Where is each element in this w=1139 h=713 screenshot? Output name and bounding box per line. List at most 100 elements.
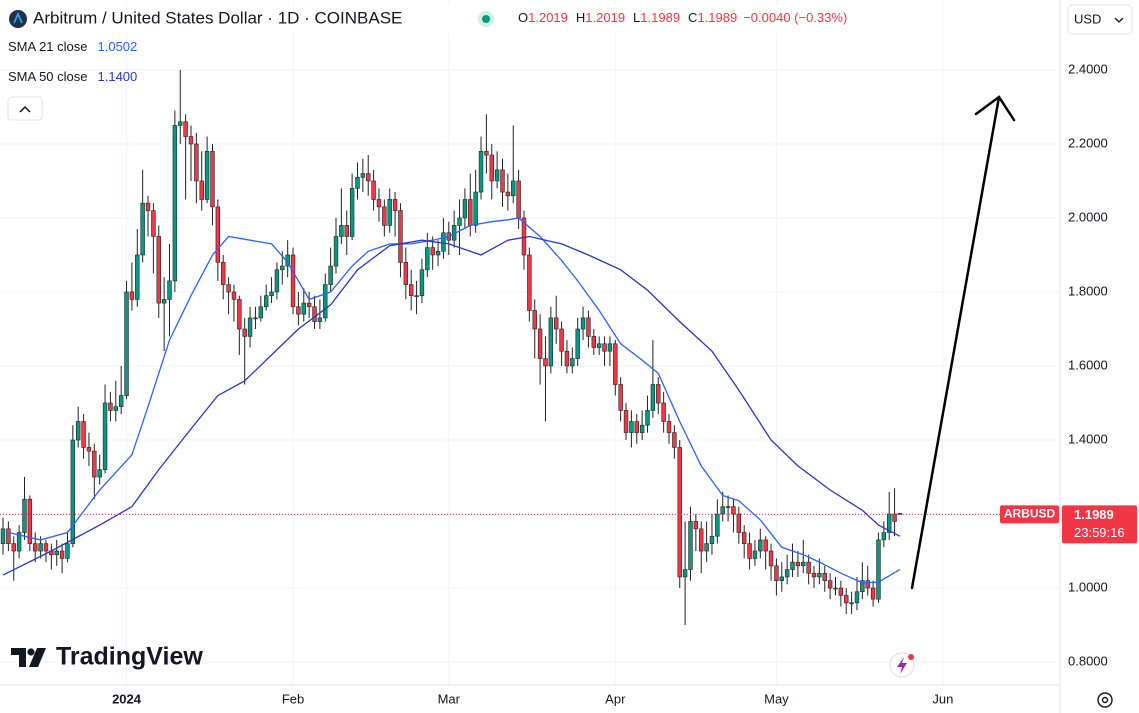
y-tick-label: 0.8000	[1068, 653, 1108, 668]
lightning-icon	[897, 657, 907, 674]
candle-body	[516, 180, 521, 219]
candle-body	[188, 136, 194, 145]
candle-body	[97, 469, 102, 478]
candle-body	[194, 143, 199, 182]
candle-body	[441, 232, 446, 252]
candle-body	[280, 265, 285, 271]
candle-body	[108, 402, 113, 411]
candle-body	[360, 173, 366, 178]
candle-body	[844, 595, 849, 604]
indicator-value: 1.0502	[98, 39, 138, 54]
candle-body	[349, 188, 355, 237]
candle-body	[70, 439, 76, 544]
candle-body	[543, 358, 548, 367]
y-tick-label: 1.4000	[1068, 431, 1108, 446]
candle-body	[478, 151, 484, 193]
currency-button[interactable]	[1067, 4, 1133, 35]
candle-body	[199, 180, 204, 200]
candle-body	[817, 572, 822, 578]
candle-body	[725, 506, 731, 508]
candle-body	[430, 247, 435, 256]
ohlc-value: 1.1989	[640, 10, 680, 25]
candle-body	[27, 498, 33, 544]
candle-body	[0, 528, 6, 544]
currency-caret	[1114, 17, 1124, 23]
candle-body	[151, 210, 156, 237]
x-tick-label: Apr	[605, 691, 626, 706]
candle-body	[870, 587, 876, 600]
candle-body	[414, 295, 419, 297]
candle-body	[838, 587, 844, 596]
candle-body	[833, 587, 838, 590]
candle-body	[682, 569, 688, 578]
candle-body	[634, 421, 639, 433]
currency-label: USD	[1074, 11, 1101, 26]
candle-body	[752, 550, 758, 559]
symbol-tag	[1000, 505, 1059, 524]
ohlc-key: O	[518, 10, 528, 25]
x-tick-label: Feb	[282, 691, 304, 706]
candle-body	[822, 572, 827, 581]
candle-body	[317, 317, 323, 322]
market-status-dot	[482, 15, 490, 23]
candle-body	[484, 151, 489, 156]
candle-body	[306, 302, 312, 308]
candle-body	[468, 199, 473, 226]
price-tag	[1062, 505, 1137, 544]
candle-body	[65, 543, 70, 559]
candle-body	[76, 421, 81, 441]
branding: TradingView	[56, 643, 203, 671]
candle-body	[779, 576, 784, 581]
candle-body	[172, 125, 178, 282]
candle-body	[731, 506, 736, 515]
symbol-title[interactable]: Arbitrum / United States Dollar · 1D · C…	[33, 8, 402, 27]
candle-body	[892, 513, 897, 522]
candle-body	[784, 569, 790, 578]
candle-body	[806, 561, 811, 574]
candle-body	[881, 532, 887, 541]
candle-body	[677, 447, 682, 578]
candle-body	[645, 410, 650, 426]
candle-body	[618, 384, 623, 411]
y-tick-label: 1.6000	[1068, 357, 1108, 372]
candle-body	[355, 176, 360, 189]
candle-body	[38, 543, 43, 552]
y-tick-label: 1.8000	[1068, 283, 1108, 298]
ohlc-key: L	[633, 10, 640, 25]
candle-body	[301, 302, 306, 315]
ohlc-value: 1.2019	[585, 10, 625, 25]
candle-body	[693, 521, 699, 530]
candle-body	[408, 284, 414, 296]
candle-body	[774, 565, 779, 581]
candle-body	[709, 535, 715, 544]
candle-body	[602, 343, 607, 352]
candle-body	[435, 250, 441, 256]
candle-body	[865, 580, 870, 589]
candle-body	[135, 254, 140, 300]
candle-body	[258, 306, 264, 319]
candle-body	[758, 539, 763, 552]
tradingview-logo	[11, 648, 46, 667]
candle-body	[156, 236, 161, 304]
candle-body	[715, 513, 720, 537]
symbol-logo	[9, 10, 27, 28]
candle-body	[768, 550, 774, 567]
candle-body	[511, 180, 516, 197]
candle-body	[183, 121, 188, 137]
candle-body	[666, 421, 672, 433]
candle-body	[473, 191, 478, 226]
candle-body	[221, 262, 226, 285]
candle-body	[613, 343, 618, 385]
candle-body	[720, 506, 725, 515]
ohlc-key: H	[576, 10, 585, 25]
y-tick-label: 1.0000	[1068, 579, 1108, 594]
candle-body	[554, 317, 559, 330]
settings-gear[interactable]	[1097, 692, 1113, 708]
candle-body	[398, 210, 403, 263]
candle-body	[269, 291, 274, 296]
symbol-tag-label: ARBUSD	[1004, 507, 1056, 521]
x-tick-label: 2024	[112, 691, 142, 706]
candle-body	[16, 532, 22, 552]
collapse-button[interactable]	[7, 96, 43, 121]
